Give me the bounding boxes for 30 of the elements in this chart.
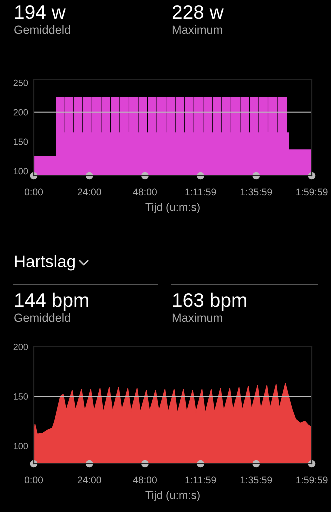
x-tick-label: 1:11:59 [186, 188, 216, 196]
x-tick-label: 48:00 [133, 476, 158, 484]
x-tick-label: 24:00 [78, 188, 102, 196]
text: Gemiddeld [14, 313, 70, 322]
x-tick-label: 48:00 [133, 188, 158, 196]
x-tick-label: 0:00 [24, 188, 44, 196]
y-tick-label: 150 [14, 138, 28, 146]
x-tick-label: 1:59:59 [296, 188, 328, 196]
x-tick-label: 1:35:59 [240, 188, 272, 196]
x-tick-label: 1:35:59 [240, 476, 272, 484]
y-tick-label: 200 [14, 109, 28, 116]
text: 228 w [172, 5, 224, 20]
x-tick-label: 24:00 [78, 476, 102, 484]
text: 144 bpm [15, 292, 88, 312]
x-tick-label: 0:00 [24, 476, 44, 484]
x-tick-label: 1:59:59 [296, 476, 328, 484]
text: Maximum [172, 26, 222, 34]
y-tick-label: 100 [14, 443, 28, 450]
y-tick-label: 100 [14, 168, 28, 175]
text: 163 bpm [173, 292, 246, 312]
y-tick-label: 150 [14, 394, 28, 400]
x-axis-title: Tijd (u:m:s) [146, 203, 200, 214]
y-tick-label: 250 [14, 80, 28, 86]
y-tick-label: 200 [14, 344, 28, 350]
x-axis-title: Tijd (u:m:s) [146, 491, 200, 502]
x-tick-label: 1:11:59 [186, 476, 216, 484]
text: Maximum [172, 313, 222, 322]
chart-title: Hartslag [15, 255, 75, 271]
text: Gemiddeld [14, 26, 70, 34]
text: 194 w [15, 5, 66, 20]
